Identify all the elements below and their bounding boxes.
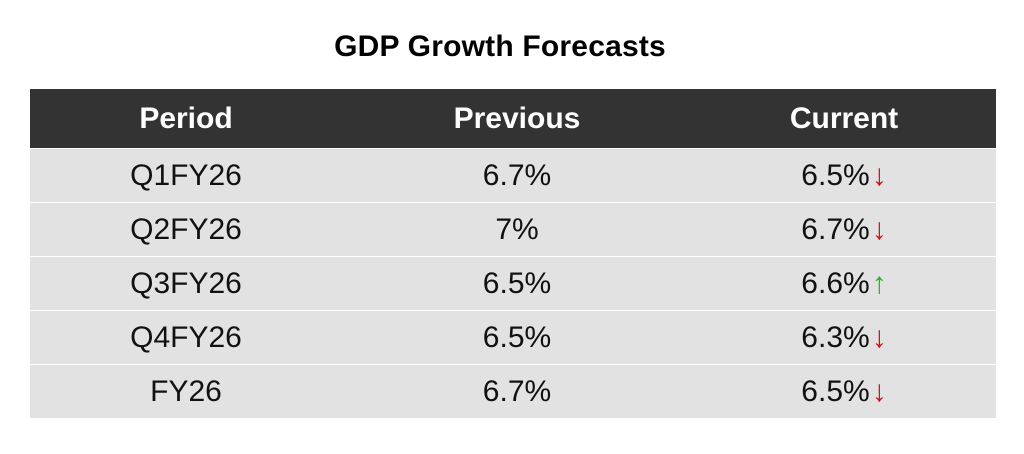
forecast-table: Period Previous Current Q1FY26 6.7% 6.5%…	[30, 89, 996, 418]
previous-cell: 7%	[495, 212, 539, 246]
current-cell: 6.5% ↓	[692, 375, 996, 409]
current-value: 6.5%	[801, 158, 870, 192]
period-cell: Q3FY26	[130, 266, 242, 300]
current-value: 6.7%	[801, 212, 870, 246]
previous-cell: 6.7%	[482, 158, 552, 192]
current-value: 6.3%	[801, 320, 870, 354]
current-cell: 6.6% ↑	[692, 267, 996, 301]
arrow-up-icon: ↑	[871, 266, 887, 300]
column-header-previous: Previous	[453, 101, 581, 135]
current-value: 6.6%	[801, 266, 870, 300]
period-cell: Q1FY26	[130, 158, 242, 192]
current-cell: 6.3% ↓	[692, 321, 996, 355]
table-row: FY26 6.7% 6.5% ↓	[30, 364, 996, 418]
current-cell: 6.7% ↓	[692, 213, 996, 247]
table-title: GDP Growth Forecasts	[334, 30, 666, 63]
column-header-period: Period	[139, 101, 233, 135]
arrow-down-icon: ↓	[871, 320, 887, 354]
previous-cell: 6.5%	[482, 266, 552, 300]
period-cell: Q4FY26	[130, 320, 242, 354]
table-header-row: Period Previous Current	[30, 89, 996, 148]
period-cell: FY26	[150, 374, 222, 408]
current-cell: 6.5% ↓	[692, 159, 996, 193]
table-row: Q4FY26 6.5% 6.3% ↓	[30, 310, 996, 364]
current-value: 6.5%	[801, 374, 870, 408]
period-cell: Q2FY26	[130, 212, 242, 246]
arrow-down-icon: ↓	[871, 374, 887, 408]
table-row: Q2FY26 7% 6.7% ↓	[30, 202, 996, 256]
arrow-down-icon: ↓	[871, 212, 887, 246]
previous-cell: 6.7%	[482, 374, 552, 408]
column-header-current: Current	[789, 101, 899, 135]
table-row: Q1FY26 6.7% 6.5% ↓	[30, 148, 996, 202]
table-row: Q3FY26 6.5% 6.6% ↑	[30, 256, 996, 310]
arrow-down-icon: ↓	[871, 158, 887, 192]
previous-cell: 6.5%	[482, 320, 552, 354]
